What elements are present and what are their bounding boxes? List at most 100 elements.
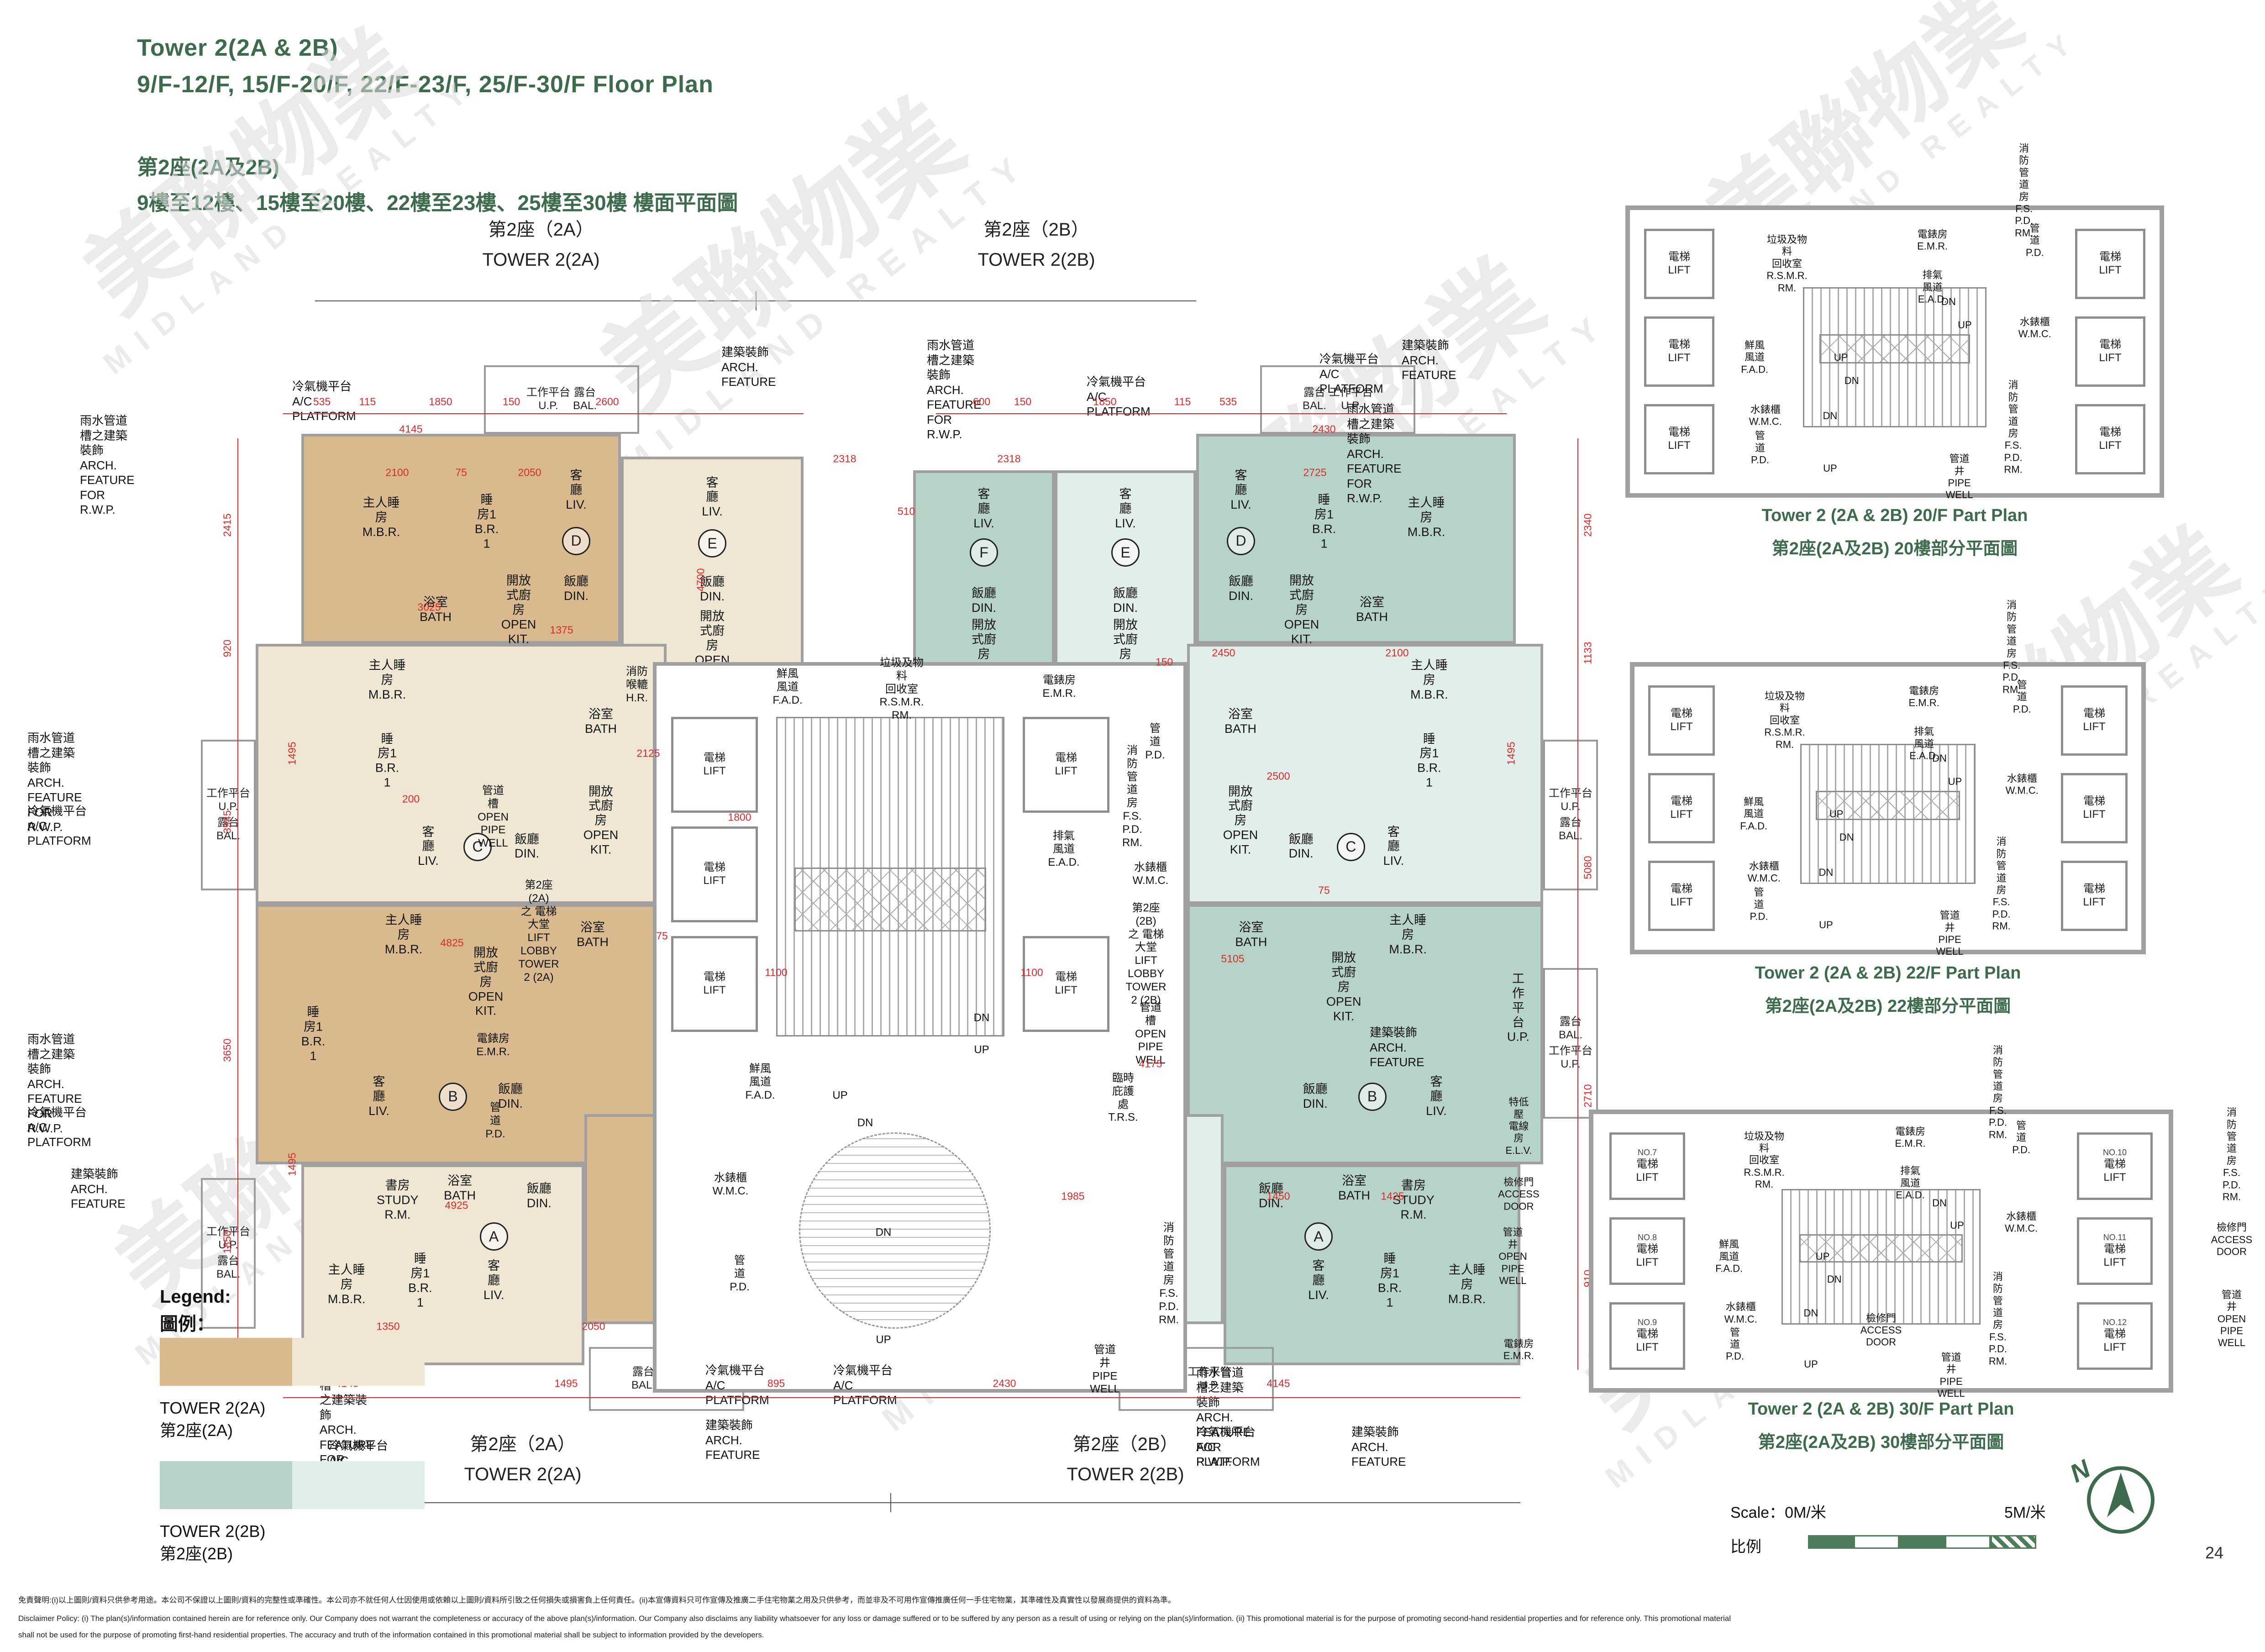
dimension-number: 2340 <box>1582 513 1594 537</box>
room-label-liv: 客廳 LIV. <box>1115 487 1136 530</box>
balcony-label-bal: 露台 BAL. <box>1302 386 1327 412</box>
part-plan-lift-box: 電梯 LIFT <box>1648 773 1715 843</box>
room-label-din: 飯廳 DIN. <box>1259 1182 1283 1210</box>
core-label: 垃圾及物料 回收室 R.S.M.R. RM. <box>879 657 924 722</box>
tower-divider-bottom <box>205 1502 1520 1503</box>
part-plan-lift-box: 電梯 LIFT <box>2075 229 2145 299</box>
room-label-liv: 客廳 LIV. <box>566 468 587 512</box>
room-label-mbr: 主人睡房 M.B.R. <box>327 1263 366 1306</box>
legend-swatch-2b-light <box>292 1461 425 1509</box>
page-title-zh: 第2座(2A及2B) <box>137 155 279 179</box>
part-plan-label: 管道井 OPEN PIPE WELL <box>2217 1289 2246 1349</box>
dimension-number: 150 <box>1155 656 1173 668</box>
lift-label: 電梯 LIFT <box>1668 426 1691 452</box>
core-label: 臨時庇護處 T.R.S. <box>1108 1072 1138 1124</box>
part-plan-label: 消防管道房 F.S. P.D. RM. <box>2002 599 2021 695</box>
part-plan-label: 管道井 OPEN PIPE WELL <box>1498 1226 1527 1286</box>
disclaimer-zh: 免責聲明:(i)以上圖則/資料只供參考用途。本公司不保證以上圖則/資料的完整性或… <box>18 1596 1176 1605</box>
part-plan-label: 檢修門 ACCESS DOOR <box>2211 1221 2253 1257</box>
balcony: 工作平台 U.P. 露台 BAL. <box>201 740 256 890</box>
callout-label: 冷氣機平台 A/C PLATFORM <box>1087 375 1151 418</box>
part-plan-label: 電錶房 E.M.R. <box>1895 1126 1926 1149</box>
tower-2b-zh: 第2座（2B） <box>1072 1434 1178 1454</box>
unit-block-2b-d <box>1196 434 1516 644</box>
balcony: 露台 BAL.工作平台 U.P. <box>1543 968 1598 1119</box>
core-label: 鮮風 風道 F.A.D. <box>745 1062 775 1101</box>
lift-label: 電梯 LIFT <box>2099 426 2122 452</box>
part-plan-lift-box: NO.10 電梯 LIFT <box>2076 1132 2153 1200</box>
part-plan-label: UP <box>1834 351 1848 363</box>
room-label-mbr: 主人睡房 M.B.R. <box>1389 913 1427 957</box>
part-plan-label: UP <box>1950 1219 1964 1231</box>
unit-block-2a-c <box>256 644 667 904</box>
part-plan-label: 消防管道房 F.S. P.D. RM. <box>2015 142 2034 239</box>
part-plan-label: UP <box>1815 1251 1830 1263</box>
room-label-okit: 開放式廚房 OPEN KIT. <box>501 573 536 646</box>
balcony-label-up: 工作平台 U.P. <box>206 787 250 813</box>
room-label-br1: 睡房1 B.R. 1 <box>1417 731 1441 789</box>
scale-word: Scale： <box>1730 1504 1785 1521</box>
part-plan-label: 消防 管道房 F.S. P.D. RM. <box>2222 1106 2241 1203</box>
balcony: 露台 BAL.工作平台 U.P. <box>1260 365 1415 434</box>
tower-2a-label-top: 第2座（2A） TOWER 2(2A) <box>427 215 655 275</box>
part-plan-label: 水錶櫃 W.M.C. <box>2005 1210 2038 1234</box>
north-arrow-icon: N <box>2065 1452 2160 1543</box>
part-plan-label: 消防 管道房 F.S. P.D. RM. <box>1992 836 2011 932</box>
tower-2b-label-top: 第2座（2B） TOWER 2(2B) <box>922 215 1151 275</box>
part-plan-label: 管道 P.D. <box>2012 1120 2031 1156</box>
lift-label: 電梯 LIFT <box>1670 795 1693 821</box>
room-label-liv: 客廳 LIV. <box>368 1075 389 1118</box>
callout-label: 建築裝飾 ARCH. FEATURE <box>721 345 776 389</box>
scale-bar-segment <box>1991 1535 2036 1549</box>
balcony-label-bal: 露台 BAL. <box>1558 816 1583 842</box>
room-label-din: 飯廳 DIN. <box>1303 1082 1328 1110</box>
part-plan-lift-box: 電梯 LIFT <box>1648 861 1715 931</box>
part-plan-label: DN <box>1932 752 1947 764</box>
lift-label: 電梯 LIFT <box>1668 251 1691 276</box>
lift-label: 電梯 LIFT <box>1636 1327 1659 1353</box>
room-label-br1: 睡房1 B.R. 1 <box>375 731 399 789</box>
room-label-mbr: 主人睡房 M.B.R. <box>384 913 423 957</box>
lift-label: 電梯 LIFT <box>2099 251 2122 276</box>
dimension-number: 150 <box>502 395 520 408</box>
scale-label: Scale：0M/米 <box>1730 1500 1826 1522</box>
lift-bank <box>794 868 986 931</box>
part-plan-label: 管道 P.D. <box>2025 222 2044 258</box>
part-plan-label: 垃圾及物料 回收室 R.S.M.R. RM. <box>1766 234 1808 294</box>
part-plan-lift-box: NO.12 電梯 LIFT <box>2076 1302 2153 1370</box>
callout-label: 建築裝飾 ARCH. FEATURE <box>1402 338 1456 382</box>
dimension-number: 2318 <box>997 452 1021 465</box>
tower-2a-zh: 第2座（2A） <box>488 220 594 240</box>
part-plan-label: DN <box>1941 295 1956 307</box>
tower-2a-label-bottom: 第2座（2A） TOWER 2(2A) <box>409 1429 637 1489</box>
part-plan-lift-box: NO.9 電梯 LIFT <box>1609 1302 1686 1370</box>
part-plan-label: 電錶房 E.M.R. <box>1917 228 1948 252</box>
room-label-bath: 浴室 BATH <box>419 595 452 624</box>
room-label-din: 飯廳 DIN. <box>1113 586 1138 615</box>
callout-label: 冷氣機平台 A/C PLATFORM <box>833 1363 897 1407</box>
part-plan-label: 檢修門 ACCESS DOOR <box>1498 1176 1540 1212</box>
tower-2a-zh: 第2座（2A） <box>470 1434 576 1454</box>
callout-label: 冷氣機平台 A/C PLATFORM <box>1196 1425 1260 1468</box>
unit-circle-f: F <box>970 538 998 567</box>
part-plan-lift-bank <box>1819 334 1971 363</box>
part-plan-lift-box: NO.7 電梯 LIFT <box>1609 1132 1686 1200</box>
part-plan-label: 消防管道房 F.S. P.D. RM. <box>1988 1044 2007 1140</box>
core-label: 排氣風道 E.A.D. <box>1048 829 1080 868</box>
dimension-number: 5105 <box>1221 952 1245 965</box>
watermark-subtext: MIDLAND REALTY <box>96 68 483 381</box>
unit-circle-d: D <box>562 526 590 555</box>
dimension-number: 1100 <box>1020 966 1043 979</box>
dimension-number: 2725 <box>1303 466 1327 479</box>
callout-label: 建築裝飾 ARCH. FEATURE <box>1370 1026 1424 1069</box>
part-plan-label: 水錶櫃 W.M.C. <box>1749 404 1782 427</box>
callout-label: 雨水管道槽之建築裝飾 ARCH. FEATURE FOR R.W.P. <box>80 414 135 516</box>
part-plan-label: 管道井 PIPE WELL <box>1945 453 1973 501</box>
scale-zh: 比例 <box>1730 1538 1761 1556</box>
room-label-din: 飯廳 DIN. <box>1229 574 1253 603</box>
unit-circle-b: B <box>1358 1082 1387 1111</box>
dimension-number: 1850 <box>221 1230 233 1254</box>
dimension-number: 1495 <box>286 1152 298 1176</box>
dimension-number: 1495 <box>286 742 298 765</box>
part-plan-lift-box: 電梯 LIFT <box>2075 404 2145 474</box>
